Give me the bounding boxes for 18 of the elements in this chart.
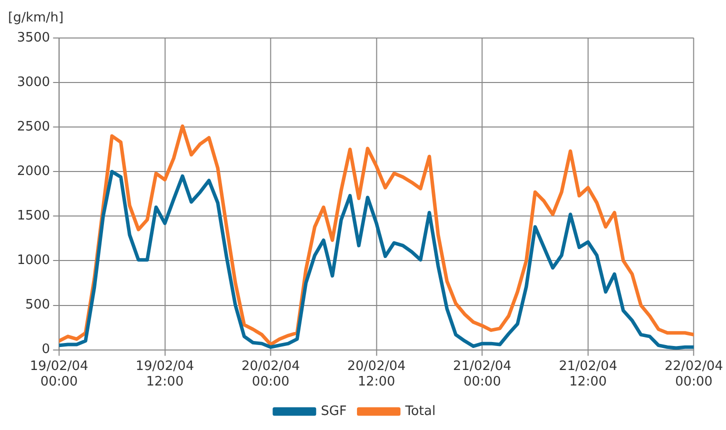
y-tick-label: 2000 [16,164,50,180]
y-tick-label: 3500 [16,30,50,46]
y-tick-label: 0 [42,342,50,358]
y-tick-label: 3000 [16,74,50,90]
legend-label: SGF [320,404,347,419]
y-tick-label: 2500 [16,119,50,134]
legend-label: Total [404,404,436,419]
x-tick-label: 19/02/04 12:00 [136,358,194,390]
x-tick-label: 21/02/04 12:00 [558,358,618,390]
x-tick-label: 20/02/04 12:00 [347,358,406,390]
x-tick-label: 20/02/04 00:00 [241,358,300,390]
y-tick-label: 500 [25,298,50,313]
y-tick-label: 1500 [16,208,50,224]
x-tick-label: 19/02/04 00:00 [30,358,88,390]
x-tick-label: 21/02/04 00:00 [453,358,512,390]
x-tick-label: 22/02/04 00:00 [664,358,723,390]
y-axis-title: [g/km/h] [8,10,64,26]
y-tick-label: 1000 [16,253,50,268]
